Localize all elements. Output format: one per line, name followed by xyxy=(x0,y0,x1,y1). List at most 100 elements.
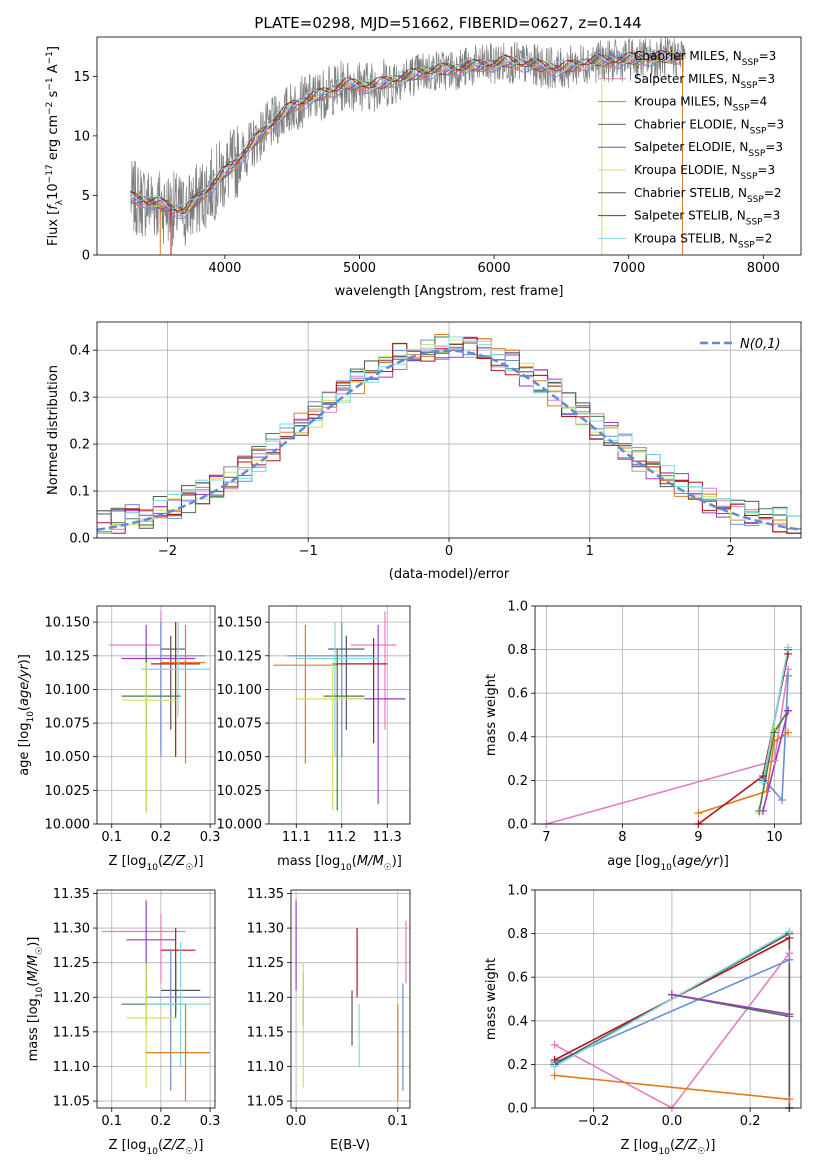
y-tick-label: 5 xyxy=(82,189,90,204)
y-tick-label: 11.20 xyxy=(53,991,90,1006)
y-tick-label: 10.025 xyxy=(45,784,91,799)
histogram-4 xyxy=(97,336,801,534)
label-part: age [log xyxy=(17,723,32,776)
legend-entry-8: Kroupa STELIB, NSSP=2 xyxy=(634,231,772,250)
legend: N(0,1) xyxy=(700,337,781,352)
y-tick-label: 10.125 xyxy=(217,649,263,664)
x-axis-label: age [log10(age/yr)] xyxy=(607,854,729,873)
label-part: Z/Z xyxy=(162,1138,186,1153)
y-tick-label: 10.050 xyxy=(217,750,263,765)
y-tick-label: 10.075 xyxy=(217,717,263,732)
y-tick-label: 0.2 xyxy=(507,774,528,789)
axes-frame xyxy=(96,321,802,539)
label-part: =3 xyxy=(766,117,784,131)
label-part: Kroupa STELIB, N xyxy=(634,231,738,245)
x-tick-label: 0.2 xyxy=(151,830,172,845)
plot-area xyxy=(130,37,686,255)
x-tick-label: 4000 xyxy=(208,261,241,276)
legend-entry-3: Chabrier ELODIE, NSSP=3 xyxy=(634,117,784,136)
label-part: 10 xyxy=(658,1147,670,1157)
axes-frame xyxy=(268,605,411,825)
label-part: ☉ xyxy=(697,1147,705,1157)
model-spectrum-0 xyxy=(130,56,682,220)
x-tick-label: 0.0 xyxy=(286,1114,307,1129)
axes-frame xyxy=(290,889,411,1109)
label-part: 10 xyxy=(660,863,672,873)
y-tick-label: 0 xyxy=(82,249,90,264)
weight-marker-5-0 xyxy=(759,778,767,787)
label-part: M/M xyxy=(357,854,384,869)
label-part: mass [log xyxy=(26,998,41,1061)
axes-frame xyxy=(534,605,802,825)
legend-entry-4: Salpeter ELODIE, NSSP=3 xyxy=(634,140,783,159)
legend-entry: N(0,1) xyxy=(740,337,781,352)
label-part: =3 xyxy=(765,140,783,154)
y-tick-label: 0.2 xyxy=(69,438,90,453)
x-tick-label: 8000 xyxy=(747,261,780,276)
label-part: =2 xyxy=(764,186,782,200)
legend-entry-6: Chabrier STELIB, NSSP=2 xyxy=(634,186,782,205)
y-tick-label: 11.20 xyxy=(247,991,284,1006)
y-tick-label: 0.3 xyxy=(69,391,90,406)
weight-marker-2-2 xyxy=(784,671,793,680)
label-part: 10 xyxy=(35,986,45,998)
label-part: f xyxy=(46,203,61,210)
histogram-8 xyxy=(97,336,801,534)
y-tick-label: 15 xyxy=(73,70,90,85)
x-tick-label: −2 xyxy=(158,544,177,559)
y-tick-label: 11.15 xyxy=(247,1025,284,1040)
label-part: A xyxy=(46,64,61,77)
x-tick-label: 0.1 xyxy=(101,830,122,845)
label-part: )] xyxy=(193,1138,203,1153)
x-tick-label: 0 xyxy=(445,544,453,559)
y-tick-label: 11.25 xyxy=(247,956,284,971)
plot-area xyxy=(109,611,211,814)
x-tick-label: 11.1 xyxy=(282,830,311,845)
x-tick-label: 0.2 xyxy=(151,1114,172,1129)
model-spectrum-5 xyxy=(130,51,682,216)
legend-entry-0: Chabrier MILES, NSSP=3 xyxy=(634,49,776,68)
plot-area xyxy=(546,647,789,824)
y-tick-label: 10.125 xyxy=(45,649,91,664)
label-part: Z [log xyxy=(109,854,147,869)
y-axis-label: mass [log10(M/M☉)] xyxy=(26,937,45,1062)
label-part: Salpeter MILES, N xyxy=(634,72,741,86)
weight-marker-1-2 xyxy=(770,737,779,746)
y-tick-label: 10.075 xyxy=(45,717,91,732)
weight-line-0 xyxy=(554,952,790,1108)
weight-marker-1-1 xyxy=(785,1095,794,1104)
label-part: ( xyxy=(672,854,677,869)
x-tick-label: 1 xyxy=(586,544,594,559)
y-tick-label: 10.000 xyxy=(217,818,263,833)
label-part: SSP xyxy=(750,126,767,136)
x-tick-label: 9 xyxy=(694,830,702,845)
x-tick-label: 2 xyxy=(726,544,734,559)
y-tick-label: 0.0 xyxy=(507,1102,528,1117)
y-tick-label: 0.8 xyxy=(507,643,528,658)
weight-line-2 xyxy=(554,959,790,1063)
x-tick-label: 7000 xyxy=(612,261,645,276)
legend-entry-5: Kroupa ELODIE, NSSP=3 xyxy=(634,163,775,182)
label-part: ( xyxy=(670,1138,675,1153)
label-part: age/yr xyxy=(17,663,32,706)
label-part: 10 xyxy=(26,711,36,723)
y-axis-label: mass weight xyxy=(484,674,499,756)
y-axis-label: mass weight xyxy=(484,958,499,1040)
weight-marker-1-3 xyxy=(784,728,793,737)
label-part: Chabrier STELIB, N xyxy=(634,186,747,200)
label-part: −1 xyxy=(45,51,55,64)
weight-marker-0-1 xyxy=(770,756,779,765)
x-axis-label: Z [log10(Z/Z☉)] xyxy=(109,854,204,873)
label-part: SSP xyxy=(747,195,764,205)
x-axis-label: wavelength [Angstrom, rest frame] xyxy=(335,284,564,299)
x-tick-label: −0.2 xyxy=(578,1114,610,1129)
panel-weight_vs_Z: −0.2 0.0 0.2 0.0 0.2 0.4 0.6 0.8 1.0 Z [log10(Z/Z… xyxy=(484,884,802,1157)
label-part: age/yr xyxy=(677,854,720,869)
weight-marker-7-1 xyxy=(770,728,779,737)
weight-marker-5-1 xyxy=(784,643,793,652)
label-part: ☉ xyxy=(35,947,45,955)
x-tick-label: 0.2 xyxy=(740,1114,761,1129)
label-part: mass [log xyxy=(277,854,340,869)
